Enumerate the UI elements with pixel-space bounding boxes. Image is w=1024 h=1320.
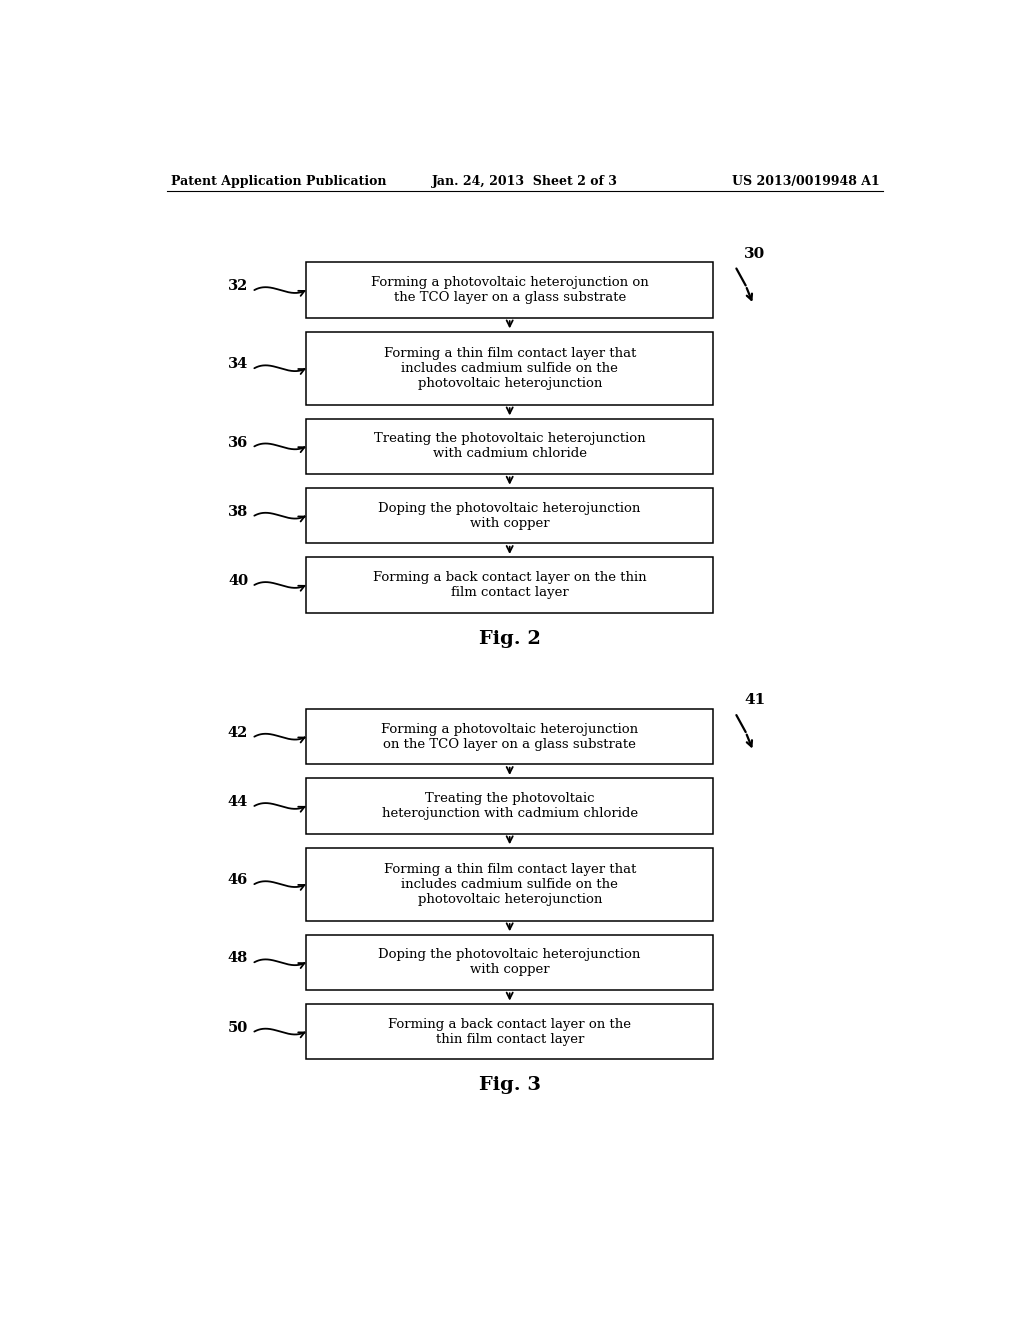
FancyBboxPatch shape xyxy=(306,488,713,544)
FancyBboxPatch shape xyxy=(306,263,713,318)
FancyBboxPatch shape xyxy=(306,1003,713,1059)
FancyBboxPatch shape xyxy=(306,847,713,921)
Text: 41: 41 xyxy=(744,693,765,708)
Text: Patent Application Publication: Patent Application Publication xyxy=(171,176,386,189)
Text: 50: 50 xyxy=(228,1020,248,1035)
Text: 30: 30 xyxy=(744,247,765,261)
Text: Jan. 24, 2013  Sheet 2 of 3: Jan. 24, 2013 Sheet 2 of 3 xyxy=(432,176,617,189)
FancyBboxPatch shape xyxy=(306,331,713,405)
Text: Fig. 3: Fig. 3 xyxy=(478,1076,541,1094)
Text: 40: 40 xyxy=(228,574,248,589)
Text: Treating the photovoltaic
heterojunction with cadmium chloride: Treating the photovoltaic heterojunction… xyxy=(382,792,638,820)
Text: 34: 34 xyxy=(228,358,248,371)
Text: 46: 46 xyxy=(228,874,248,887)
Text: 38: 38 xyxy=(228,504,248,519)
Text: Doping the photovoltaic heterojunction
with copper: Doping the photovoltaic heterojunction w… xyxy=(379,948,641,977)
FancyBboxPatch shape xyxy=(306,709,713,764)
Text: Fig. 2: Fig. 2 xyxy=(479,630,541,648)
Text: 36: 36 xyxy=(228,436,248,450)
Text: US 2013/0019948 A1: US 2013/0019948 A1 xyxy=(732,176,880,189)
Text: Forming a photovoltaic heterojunction on
the TCO layer on a glass substrate: Forming a photovoltaic heterojunction on… xyxy=(371,276,648,304)
Text: Forming a photovoltaic heterojunction
on the TCO layer on a glass substrate: Forming a photovoltaic heterojunction on… xyxy=(381,722,638,751)
Text: 42: 42 xyxy=(227,726,248,739)
FancyBboxPatch shape xyxy=(306,779,713,834)
Text: 48: 48 xyxy=(228,952,248,965)
FancyBboxPatch shape xyxy=(306,418,713,474)
Text: Forming a back contact layer on the thin
film contact layer: Forming a back contact layer on the thin… xyxy=(373,572,646,599)
Text: 44: 44 xyxy=(228,795,248,809)
Text: 32: 32 xyxy=(227,280,248,293)
Text: Treating the photovoltaic heterojunction
with cadmium chloride: Treating the photovoltaic heterojunction… xyxy=(374,433,645,461)
Text: Forming a thin film contact layer that
includes cadmium sulfide on the
photovolt: Forming a thin film contact layer that i… xyxy=(384,347,636,389)
Text: Doping the photovoltaic heterojunction
with copper: Doping the photovoltaic heterojunction w… xyxy=(379,502,641,529)
Text: Forming a thin film contact layer that
includes cadmium sulfide on the
photovolt: Forming a thin film contact layer that i… xyxy=(384,863,636,906)
Text: Forming a back contact layer on the
thin film contact layer: Forming a back contact layer on the thin… xyxy=(388,1018,631,1045)
FancyBboxPatch shape xyxy=(306,557,713,612)
FancyBboxPatch shape xyxy=(306,935,713,990)
